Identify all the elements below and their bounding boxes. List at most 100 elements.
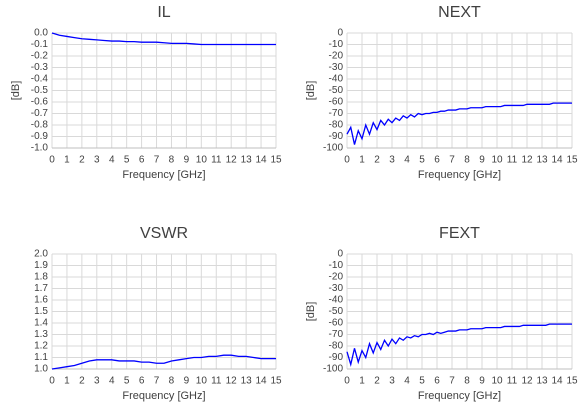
x-tick-label: 1 xyxy=(359,376,365,387)
x-tick-label: 1 xyxy=(359,155,365,166)
y-tick-label: 0 xyxy=(337,28,343,39)
x-tick-label: 8 xyxy=(464,376,470,387)
y-tick-label: -0.3 xyxy=(31,62,49,73)
x-tick-label: 13 xyxy=(536,376,548,387)
y-axis-label: [dB] xyxy=(305,302,317,322)
chart-title: FEXT xyxy=(439,225,480,242)
y-tick-label: -40 xyxy=(329,74,344,85)
chart-title: NEXT xyxy=(438,4,481,21)
y-tick-label: 1.2 xyxy=(34,341,48,352)
y-tick-label: 1.9 xyxy=(34,260,48,271)
y-tick-label: -0.9 xyxy=(31,131,49,142)
x-tick-label: 5 xyxy=(419,155,425,166)
x-tick-label: 8 xyxy=(169,376,175,387)
x-tick-label: 8 xyxy=(464,155,470,166)
y-tick-label: 1.5 xyxy=(34,306,48,317)
x-tick-label: 10 xyxy=(491,155,503,166)
x-tick-label: 14 xyxy=(551,155,563,166)
x-tick-label: 0 xyxy=(49,155,55,166)
y-tick-label: 1.3 xyxy=(34,329,48,340)
data-line xyxy=(51,32,276,46)
y-axis-label: [dB] xyxy=(305,81,317,101)
y-tick-label: 1.4 xyxy=(34,318,48,329)
y-tick-label: -40 xyxy=(329,295,344,306)
y-tick-label: -90 xyxy=(329,131,344,142)
x-tick-label: 14 xyxy=(256,155,268,166)
y-tick-label: 0 xyxy=(337,249,343,260)
y-tick-label: -50 xyxy=(329,85,344,96)
y-tick-label: -60 xyxy=(329,318,344,329)
y-tick-label: 1.1 xyxy=(34,352,48,363)
y-tick-label: -0.7 xyxy=(31,108,49,119)
x-tick-label: 6 xyxy=(434,376,440,387)
x-tick-label: 4 xyxy=(109,376,115,387)
y-tick-label: 1.8 xyxy=(34,272,48,283)
y-axis-label: [dB] xyxy=(10,81,22,101)
x-tick-label: 4 xyxy=(404,155,410,166)
x-tick-label: 5 xyxy=(419,376,425,387)
x-tick-label: 15 xyxy=(270,376,282,387)
y-tick-label: -0.8 xyxy=(31,120,49,131)
x-tick-label: 11 xyxy=(507,155,518,166)
x-tick-label: 10 xyxy=(196,376,208,387)
y-tick-label: -0.2 xyxy=(31,51,49,62)
x-tick-label: 2 xyxy=(79,155,85,166)
x-tick-label: 5 xyxy=(124,155,130,166)
x-tick-label: 12 xyxy=(226,376,238,387)
x-tick-label: 4 xyxy=(404,376,410,387)
x-tick-label: 14 xyxy=(256,376,268,387)
x-tick-label: 14 xyxy=(551,376,563,387)
x-tick-label: 3 xyxy=(94,155,100,166)
x-tick-label: 7 xyxy=(449,155,455,166)
x-axis-label: Frequency [GHz] xyxy=(122,390,205,402)
y-tick-label: -70 xyxy=(329,108,344,119)
x-tick-label: 3 xyxy=(94,376,100,387)
y-tick-label: -1.0 xyxy=(31,143,49,154)
x-tick-label: 7 xyxy=(154,155,160,166)
x-axis-label: Frequency [GHz] xyxy=(418,169,501,181)
y-tick-label: -50 xyxy=(329,306,344,317)
x-tick-label: 6 xyxy=(139,376,145,387)
x-tick-label: 2 xyxy=(374,155,380,166)
x-tick-label: 0 xyxy=(344,376,350,387)
data-line xyxy=(346,323,572,367)
x-tick-label: 6 xyxy=(434,155,440,166)
x-tick-label: 7 xyxy=(449,376,455,387)
y-tick-label: 1.6 xyxy=(34,295,48,306)
x-tick-label: 8 xyxy=(169,155,175,166)
y-tick-label: -0.4 xyxy=(31,74,49,85)
y-tick-label: -90 xyxy=(329,352,344,363)
y-tick-label: -60 xyxy=(329,97,344,108)
x-tick-label: 11 xyxy=(211,376,222,387)
x-tick-label: 9 xyxy=(184,155,190,166)
x-tick-label: 9 xyxy=(479,376,485,387)
y-tick-label: -0.6 xyxy=(31,97,49,108)
x-tick-label: 3 xyxy=(389,155,395,166)
y-tick-label: -0.5 xyxy=(31,85,49,96)
y-tick-label: -100 xyxy=(323,143,343,154)
x-axis-label: Frequency [GHz] xyxy=(122,169,205,181)
y-tick-label: -30 xyxy=(329,283,344,294)
data-line xyxy=(346,102,572,145)
y-tick-label: -20 xyxy=(329,51,344,62)
chart-title: IL xyxy=(157,4,170,21)
y-tick-label: -20 xyxy=(329,272,344,283)
x-tick-label: 15 xyxy=(566,155,578,166)
x-tick-label: 3 xyxy=(389,376,395,387)
y-tick-label: -70 xyxy=(329,329,344,340)
y-tick-label: -80 xyxy=(329,120,344,131)
x-tick-label: 0 xyxy=(344,155,350,166)
x-tick-label: 11 xyxy=(211,155,222,166)
y-tick-label: -0.1 xyxy=(31,39,49,50)
x-tick-label: 9 xyxy=(479,155,485,166)
x-tick-label: 1 xyxy=(64,376,70,387)
y-tick-label: -10 xyxy=(329,260,344,271)
x-tick-label: 9 xyxy=(184,376,190,387)
x-tick-label: 2 xyxy=(374,376,380,387)
y-tick-label: 1.7 xyxy=(34,283,48,294)
x-tick-label: 5 xyxy=(124,376,130,387)
x-tick-label: 12 xyxy=(521,155,533,166)
x-tick-label: 13 xyxy=(536,155,548,166)
data-line xyxy=(51,354,276,370)
